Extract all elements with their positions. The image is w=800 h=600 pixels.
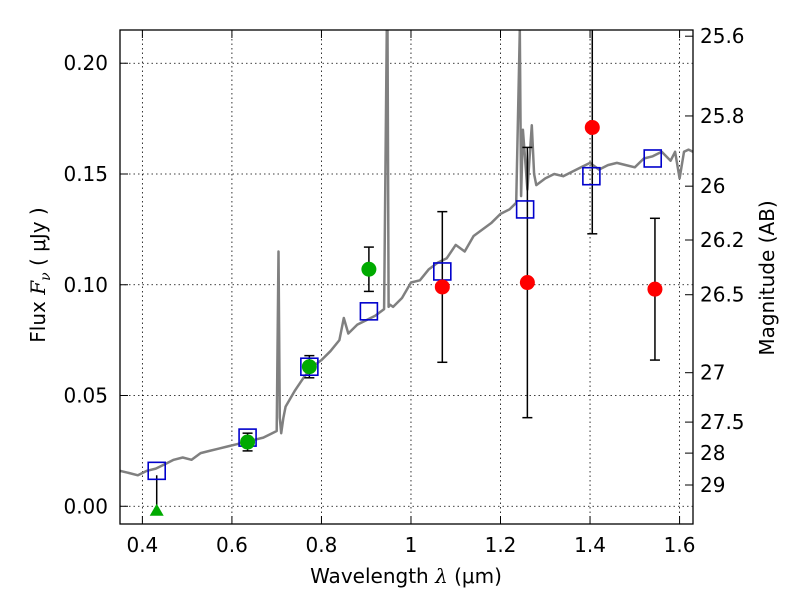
y2-axis-label: Magnitude (AB)	[755, 200, 779, 355]
axis-ticks: 0.4 0.6 0.8 1 1.2 1.4 1.6 0.00 0.05 0.10 0.15 0.20 2…	[63, 24, 744, 557]
y-tick-label: 0.00	[63, 494, 108, 518]
photometry-point	[361, 261, 377, 277]
y2-tick-label: 28	[700, 441, 725, 465]
y-tick-label: 0.10	[63, 273, 108, 297]
y2-tick-label: 26.5	[700, 283, 745, 307]
model-photometry-square	[582, 166, 601, 186]
y2-tick-label: 29	[700, 473, 725, 497]
x-tick-label: 0.6	[216, 533, 248, 557]
photometry-point	[240, 434, 256, 450]
y2-tick-label: 26.2	[700, 228, 745, 252]
photometry-point	[519, 275, 535, 291]
photometry-point	[434, 279, 450, 295]
x-tick-label: 1.6	[664, 533, 696, 557]
plot-frame	[119, 29, 694, 525]
plot-area	[120, 30, 693, 516]
y2-tick-label: 25.8	[700, 104, 745, 128]
y-tick-label: 0.05	[63, 384, 108, 408]
y2-tick-label: 27.5	[700, 410, 745, 434]
model-photometry-square	[147, 461, 167, 481]
grid-lines	[120, 30, 693, 524]
photometry-point	[647, 281, 663, 297]
upper-limit-marker	[149, 503, 164, 516]
spectrum-line	[120, 30, 693, 477]
model-photometry-square	[643, 149, 663, 168]
x-axis-label: Wavelength λ (μm)	[310, 564, 502, 588]
x-tick-label: 0.4	[126, 533, 158, 557]
photometry-point	[584, 119, 600, 135]
x-tick-label: 1.2	[485, 533, 517, 557]
x-tick-label: 1	[405, 533, 418, 557]
y-tick-label: 0.15	[63, 162, 108, 186]
x-tick-label: 0.8	[306, 533, 338, 557]
y-axis-label: Flux Fν ( μJy )	[26, 207, 54, 342]
photometry-point	[301, 359, 317, 375]
model-photometry-square	[300, 357, 319, 377]
y2-tick-label: 25.6	[700, 24, 745, 48]
y-tick-label: 0.20	[63, 51, 108, 75]
model-photometry-square	[515, 200, 535, 219]
y2-tick-label: 26	[700, 174, 725, 198]
model-photometry-square	[359, 302, 379, 321]
y2-tick-label: 27	[700, 361, 725, 385]
x-tick-label: 1.4	[574, 533, 606, 557]
